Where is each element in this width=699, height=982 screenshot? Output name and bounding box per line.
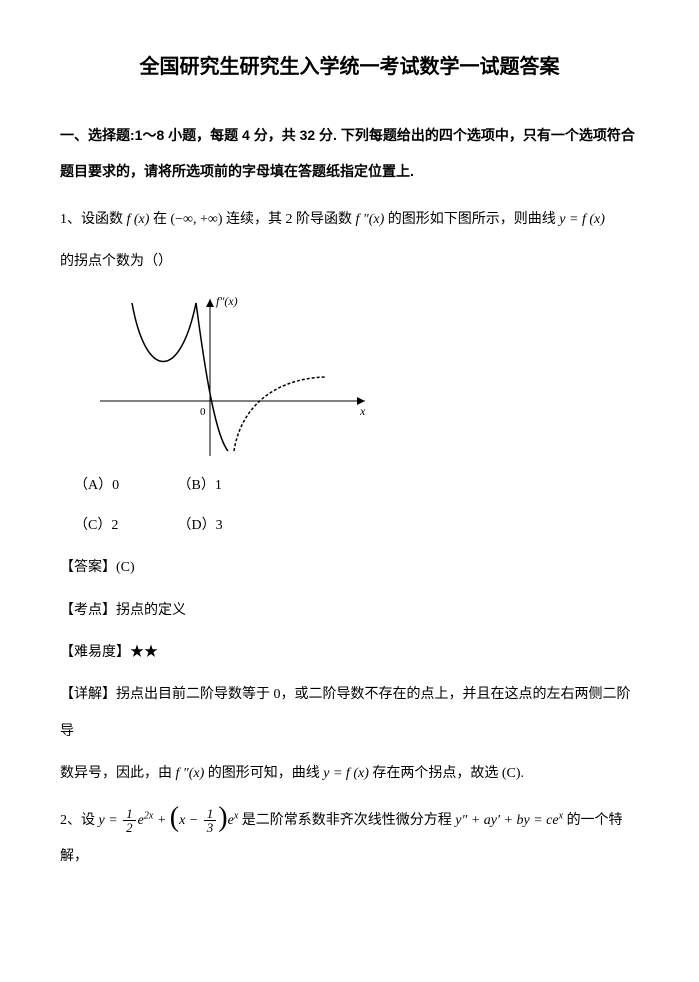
q1-detail: 【详解】拐点出目前二阶导数等于 0，或二阶导数不存在的点上，并且在这点的左右两侧… — [60, 677, 639, 750]
frac-third: 13 — [204, 807, 217, 834]
doc-title: 全国研究生研究生入学统一考试数学一试题答案 — [60, 50, 639, 79]
rparen-icon: ) — [218, 804, 227, 832]
detail-fpp: f ″(x) — [176, 766, 205, 781]
q1-answer: 【答案】(C) — [60, 550, 639, 586]
q2-y: y = — [99, 813, 122, 828]
nandu-label: 【难易度】 — [60, 645, 130, 660]
q1-graph: f″(x) x 0 — [100, 291, 380, 461]
answer-label: 【答案】 — [60, 560, 116, 575]
curve-left — [132, 303, 196, 362]
q2-stem: 2、设 y = 12e2x + (x − 13)ex 是二阶常系数非齐次线性微分… — [60, 803, 639, 876]
frac-third-den: 3 — [204, 821, 217, 834]
detail-b: 数异号，因此，由 — [60, 766, 176, 781]
frac-half: 12 — [123, 807, 136, 834]
frac-third-num: 1 — [204, 807, 217, 821]
q1-kaodian: 【考点】拐点的定义 — [60, 593, 639, 629]
q1-stem-b: 在 (−∞, +∞) 连续，其 2 阶导函数 — [149, 212, 355, 227]
q1-fx: f (x) — [127, 212, 150, 227]
page: 全国研究生研究生入学统一考试数学一试题答案 一、选择题:1～8 小题，每题 4 … — [0, 0, 699, 982]
q1-fppx: f ″(x) — [356, 212, 385, 227]
nandu-val: ★★ — [130, 645, 158, 660]
q2-stem-b: 是二阶常系数非齐次线性微分方程 — [238, 813, 455, 828]
curve-mid — [196, 303, 228, 451]
q1-opt-b: （B）1 — [178, 471, 278, 502]
q1-stem: 1、设函数 f (x) 在 (−∞, +∞) 连续，其 2 阶导函数 f ″(x… — [60, 202, 639, 238]
q1-opt-c: （C）2 — [74, 511, 174, 542]
detail-label: 【详解】 — [60, 687, 116, 702]
section-line1: 一、选择题:1～8 小题，每题 4 分，共 32 分. 下列每题给出的四个选项中… — [60, 127, 635, 143]
curve-right — [234, 377, 325, 451]
q1-stem-d: 的拐点个数为（） — [60, 244, 639, 280]
detail-a: 拐点出目前二阶导数等于 0，或二阶导数不存在的点上，并且在这点的左右两侧二阶导 — [60, 687, 631, 738]
section-line2: 题目要求的，请将所选项前的字母填在答题纸指定位置上. — [60, 163, 414, 179]
answer-val: (C) — [116, 560, 135, 575]
kaodian-val: 拐点的定义 — [116, 603, 186, 618]
q2-plus: + — [153, 813, 169, 828]
detail-yfx: y = f (x) — [323, 766, 369, 781]
y-axis-label: f″(x) — [216, 294, 238, 308]
q2-stem-a: 2、设 — [60, 813, 99, 828]
q1-stem-a: 1、设函数 — [60, 212, 127, 227]
y-axis-arrow — [206, 299, 214, 307]
q1-options-row1: （A）0 （B）1 — [74, 471, 639, 502]
q1-stem-c: 的图形如下图所示，则曲线 — [384, 212, 559, 227]
lparen-icon: ( — [170, 804, 179, 832]
section-heading: 一、选择题:1～8 小题，每题 4 分，共 32 分. 下列每题给出的四个选项中… — [60, 117, 639, 190]
q1-options-row2: （C）2 （D）3 — [74, 511, 639, 542]
q1-detail2: 数异号，因此，由 f ″(x) 的图形可知，曲线 y = f (x) 存在两个拐… — [60, 756, 639, 792]
kaodian-label: 【考点】 — [60, 603, 116, 618]
detail-d: 存在两个拐点，故选 (C). — [369, 766, 524, 781]
detail-c: 的图形可知，曲线 — [204, 766, 323, 781]
origin-label: 0 — [200, 406, 206, 418]
x-axis-label: x — [359, 404, 366, 418]
q1-yfx: y = f (x) — [559, 212, 605, 227]
frac-half-num: 1 — [123, 807, 136, 821]
q1-opt-d: （D）3 — [178, 511, 278, 542]
q1-opt-a: （A）0 — [74, 471, 174, 502]
q2-ode: y″ + ay′ + by = ce — [455, 813, 558, 828]
e2x-sup: 2x — [144, 810, 153, 821]
frac-half-den: 2 — [123, 821, 136, 834]
q1-nandu: 【难易度】★★ — [60, 635, 639, 671]
xminus: x − — [179, 813, 202, 828]
